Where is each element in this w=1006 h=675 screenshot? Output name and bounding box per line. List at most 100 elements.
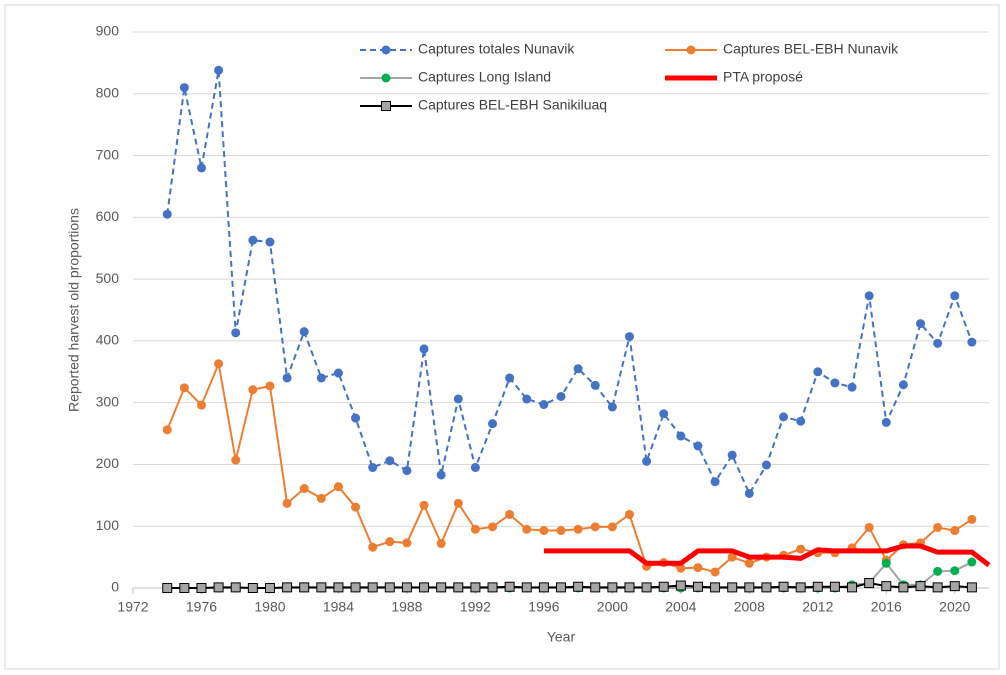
- point: [744, 558, 754, 568]
- point: [727, 582, 738, 593]
- legend: Captures totales Nunavik Captures BEL-EBH…: [360, 41, 899, 113]
- point: [488, 522, 498, 532]
- point: [247, 583, 258, 593]
- point: [162, 425, 172, 435]
- point: [607, 582, 618, 593]
- point: [282, 498, 292, 508]
- point: [436, 582, 447, 593]
- point: [744, 582, 755, 593]
- point: [470, 582, 481, 593]
- point: [402, 538, 412, 548]
- point: [710, 567, 720, 577]
- legend-label: Captures BEL-EBH Sanikiluaq: [418, 97, 607, 113]
- point: [898, 380, 908, 390]
- x-tick-label: 2000: [597, 599, 628, 615]
- point: [607, 522, 617, 532]
- point: [950, 291, 960, 301]
- point: [812, 581, 823, 592]
- point: [419, 500, 429, 510]
- point: [162, 209, 172, 219]
- y-tick-label: 100: [96, 517, 120, 533]
- point: [710, 477, 720, 487]
- x-tick-label: 2016: [871, 599, 902, 615]
- point: [196, 163, 206, 173]
- point: [453, 394, 463, 404]
- x-tick-label: 1976: [186, 599, 217, 615]
- point: [641, 582, 652, 593]
- x-tick-label: 1972: [117, 599, 148, 615]
- point: [556, 526, 566, 536]
- point: [196, 400, 206, 410]
- point: [830, 378, 840, 388]
- legend-marker: [381, 73, 391, 83]
- point: [556, 391, 566, 401]
- point: [505, 509, 515, 519]
- point: [864, 291, 874, 301]
- point: [779, 412, 789, 422]
- point: [933, 338, 943, 348]
- point: [864, 578, 875, 589]
- point: [950, 566, 960, 576]
- y-tick-label: 0: [111, 579, 119, 595]
- point: [384, 582, 395, 593]
- point: [573, 581, 584, 592]
- point: [265, 381, 275, 391]
- point: [676, 563, 686, 573]
- point: [556, 582, 566, 593]
- point: [658, 581, 669, 592]
- y-tick-label: 400: [96, 332, 120, 348]
- point: [642, 456, 652, 466]
- legend-marker: [686, 45, 696, 55]
- point: [385, 537, 395, 547]
- y-tick-label: 300: [96, 393, 120, 409]
- point: [350, 582, 361, 593]
- point: [590, 582, 601, 593]
- point: [967, 337, 977, 347]
- point: [231, 328, 241, 338]
- legend-label: Captures Long Island: [418, 69, 551, 85]
- point: [521, 582, 532, 593]
- point: [419, 344, 429, 354]
- point: [316, 373, 326, 383]
- point: [214, 65, 224, 75]
- point: [214, 359, 224, 369]
- point: [487, 582, 498, 593]
- point: [693, 563, 703, 573]
- legend-marker: [381, 45, 391, 55]
- point: [470, 524, 480, 534]
- y-tick-label: 700: [96, 146, 120, 162]
- point: [299, 582, 310, 593]
- point: [264, 583, 275, 593]
- point: [881, 581, 892, 592]
- point: [419, 582, 430, 593]
- point: [299, 484, 309, 494]
- point: [299, 327, 309, 337]
- point: [231, 455, 241, 465]
- point: [607, 402, 617, 412]
- point: [333, 582, 344, 593]
- point: [573, 524, 583, 534]
- point: [196, 583, 207, 593]
- x-tick-label: 2008: [734, 599, 765, 615]
- point: [162, 583, 173, 593]
- point: [368, 463, 378, 473]
- point: [368, 542, 378, 552]
- point: [710, 582, 721, 593]
- point: [624, 582, 635, 593]
- point: [179, 383, 189, 393]
- point: [402, 466, 412, 476]
- point: [504, 581, 515, 592]
- point: [796, 544, 806, 554]
- point: [727, 450, 737, 460]
- point: [282, 582, 293, 593]
- point: [505, 373, 515, 383]
- x-tick-label: 2012: [802, 599, 833, 615]
- point: [933, 522, 943, 532]
- point: [436, 539, 446, 549]
- point: [248, 385, 258, 395]
- point: [179, 583, 190, 593]
- point: [522, 394, 532, 404]
- y-tick-label: 800: [96, 84, 120, 100]
- point: [813, 367, 823, 377]
- point: [795, 582, 806, 593]
